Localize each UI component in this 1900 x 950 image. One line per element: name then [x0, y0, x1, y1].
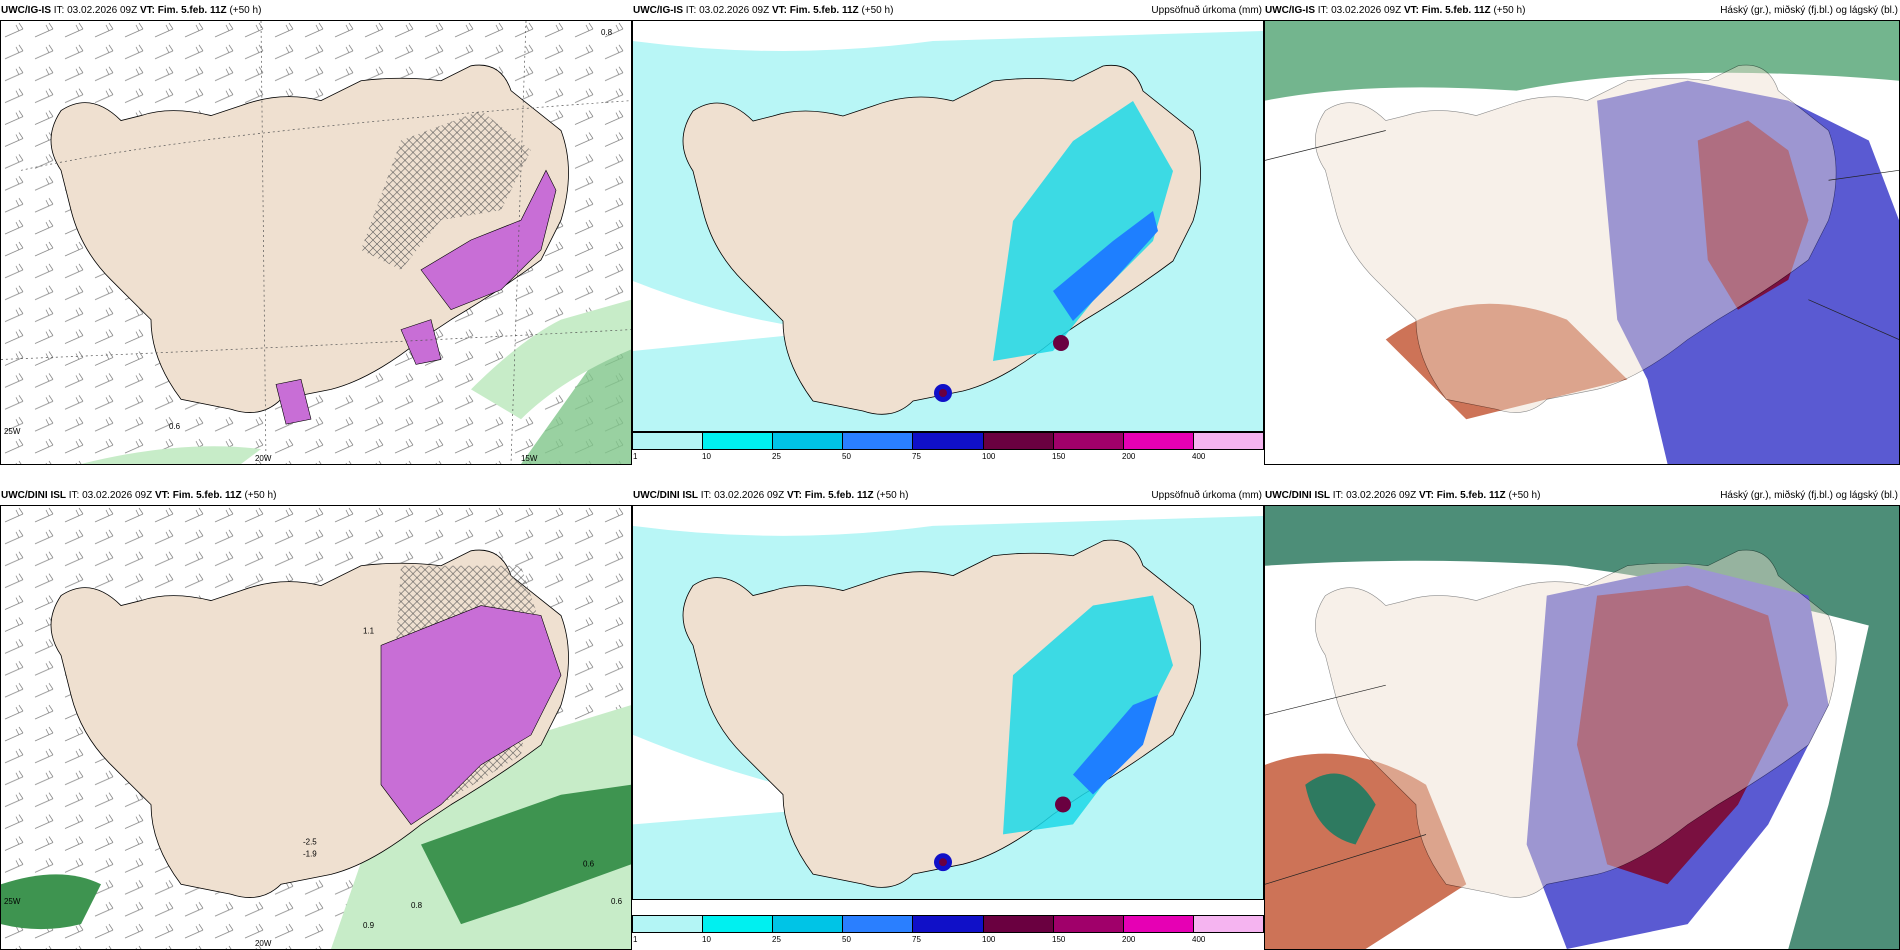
- panel-title: UWC/IG-IS IT: 03.02.2026 09Z VT: Fim. 5.…: [633, 5, 894, 16]
- value-label: 0.8: [601, 28, 613, 37]
- value-label: 0.6: [169, 422, 181, 431]
- panel-dini-surface: UWC/DINI ISL IT: 03.02.2026 09Z VT: Fim.…: [0, 485, 632, 950]
- panel-dini-precip: UWC/DINI ISL IT: 03.02.2026 09Z VT: Fim.…: [632, 485, 1264, 950]
- colorbar-tick: 10: [702, 452, 711, 461]
- map-dini-clouds[interactable]: [1264, 505, 1900, 950]
- colorbar-tick: 25: [772, 935, 781, 944]
- colorbar-tick: 400: [1192, 935, 1206, 944]
- colorbar-tick: 75: [912, 935, 921, 944]
- panel-title: UWC/IG-IS IT: 03.02.2026 09Z VT: Fim. 5.…: [1, 5, 262, 16]
- panel-field-title: Háský (gr.), miðský (fj.bl.) og lágský (…: [1720, 490, 1898, 501]
- axis-label-lon: 20W: [255, 454, 272, 463]
- panel-igis-clouds: UWC/IG-IS IT: 03.02.2026 09Z VT: Fim. 5.…: [1264, 0, 1900, 465]
- colorbar-tick: 50: [842, 935, 851, 944]
- panel-title: UWC/DINI ISL IT: 03.02.2026 09Z VT: Fim.…: [633, 490, 909, 501]
- panel-field-title: Uppsöfnuð úrkoma (mm): [1151, 5, 1262, 16]
- map-igis-clouds[interactable]: [1264, 20, 1900, 465]
- colorbar-tick: 50: [842, 452, 851, 461]
- map-igis-surface[interactable]: 0.8 0.6 20W 15W 25W: [0, 20, 632, 465]
- value-label: -1.9: [303, 849, 317, 858]
- colorbar-tick: 1: [633, 452, 638, 461]
- colorbar-tick: 100: [982, 452, 996, 461]
- panel-igis-precip: UWC/IG-IS IT: 03.02.2026 09Z VT: Fim. 5.…: [632, 0, 1264, 465]
- value-label: 0.9: [363, 921, 375, 930]
- colorbar-tick: 150: [1052, 935, 1066, 944]
- value-label: 0.6: [583, 859, 595, 868]
- colorbar-tick: 25: [772, 452, 781, 461]
- colorbar-tick: 75: [912, 452, 921, 461]
- precip-colorbar: [632, 915, 1264, 933]
- panel-dini-clouds: UWC/DINI ISL IT: 03.02.2026 09Z VT: Fim.…: [1264, 485, 1900, 950]
- value-label: 0.6: [611, 897, 623, 906]
- value-label: 0.8: [411, 901, 423, 910]
- map-igis-precip[interactable]: [632, 20, 1264, 432]
- colorbar-tick: 200: [1122, 935, 1136, 944]
- axis-label-lon: 25W: [4, 427, 21, 436]
- panel-field-title: Háský (gr.), miðský (fj.bl.) og lágský (…: [1720, 5, 1898, 16]
- colorbar-tick: 400: [1192, 452, 1206, 461]
- value-label: 1.1: [363, 626, 375, 635]
- axis-label-lon: 15W: [521, 454, 538, 463]
- colorbar-tick: 100: [982, 935, 996, 944]
- colorbar-tick: 1: [633, 935, 638, 944]
- colorbar-tick: 200: [1122, 452, 1136, 461]
- panel-igis-surface: UWC/IG-IS IT: 03.02.2026 09Z VT: Fim. 5.…: [0, 0, 632, 465]
- colorbar-tick: 150: [1052, 452, 1066, 461]
- value-label: -2.5: [303, 837, 317, 846]
- panel-title: UWC/IG-IS IT: 03.02.2026 09Z VT: Fim. 5.…: [1265, 5, 1526, 16]
- precip-colorbar: [632, 432, 1264, 450]
- map-dini-surface[interactable]: 1.1 -2.5 -1.9 0.9 0.8 0.6 0.6 20W 25W: [0, 505, 632, 950]
- map-dini-precip[interactable]: [632, 505, 1264, 900]
- colorbar-tick: 10: [702, 935, 711, 944]
- axis-label-lon: 20W: [255, 939, 272, 948]
- axis-label-lon: 25W: [4, 897, 21, 906]
- panel-field-title: Uppsöfnuð úrkoma (mm): [1151, 490, 1262, 501]
- panel-title: UWC/DINI ISL IT: 03.02.2026 09Z VT: Fim.…: [1, 490, 277, 501]
- panel-title: UWC/DINI ISL IT: 03.02.2026 09Z VT: Fim.…: [1265, 490, 1541, 501]
